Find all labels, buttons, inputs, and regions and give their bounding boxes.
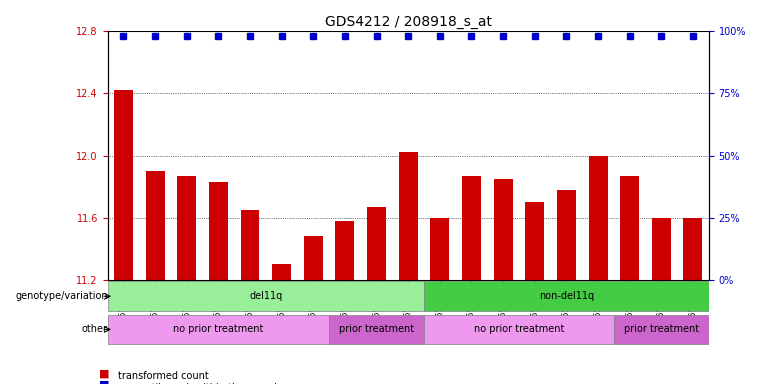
Bar <box>336 221 355 280</box>
Bar <box>240 210 260 280</box>
Text: other: other <box>81 324 107 334</box>
Bar <box>652 218 670 280</box>
FancyBboxPatch shape <box>107 281 424 311</box>
Bar <box>399 152 418 280</box>
Bar <box>494 179 513 280</box>
Bar <box>145 171 164 280</box>
Bar <box>683 218 702 280</box>
Text: no prior treatment: no prior treatment <box>474 324 564 334</box>
Bar <box>209 182 228 280</box>
Title: GDS4212 / 208918_s_at: GDS4212 / 208918_s_at <box>325 15 492 29</box>
Text: del11q: del11q <box>249 291 282 301</box>
Text: transformed count: transformed count <box>118 371 209 381</box>
Text: genotype/variation: genotype/variation <box>15 291 107 301</box>
FancyBboxPatch shape <box>614 314 708 344</box>
Text: prior treatment: prior treatment <box>624 324 699 334</box>
FancyBboxPatch shape <box>424 314 614 344</box>
Bar <box>557 190 576 280</box>
Bar <box>272 264 291 280</box>
Text: non-del11q: non-del11q <box>539 291 594 301</box>
FancyBboxPatch shape <box>329 314 424 344</box>
Bar <box>304 236 323 280</box>
FancyBboxPatch shape <box>107 314 329 344</box>
Bar <box>620 176 639 280</box>
Bar <box>588 156 607 280</box>
Text: percentile rank within the sample: percentile rank within the sample <box>118 383 283 384</box>
Bar <box>177 176 196 280</box>
Text: no prior treatment: no prior treatment <box>174 324 263 334</box>
Bar <box>462 176 481 280</box>
Bar <box>525 202 544 280</box>
Bar <box>367 207 386 280</box>
Bar <box>431 218 449 280</box>
FancyBboxPatch shape <box>424 281 708 311</box>
Text: ■: ■ <box>99 368 110 378</box>
Text: ■: ■ <box>99 380 110 384</box>
Bar <box>114 90 133 280</box>
Text: prior treatment: prior treatment <box>339 324 414 334</box>
